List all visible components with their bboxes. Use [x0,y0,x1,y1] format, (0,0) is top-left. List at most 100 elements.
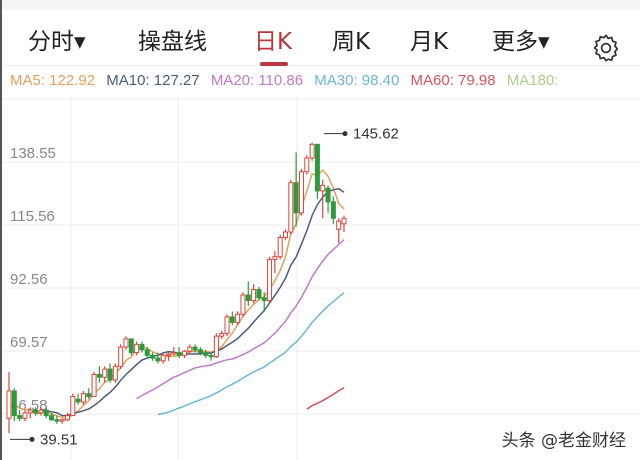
candle [336,218,342,243]
candle [341,215,347,233]
candle-body [261,297,267,302]
candle-body [187,346,193,352]
candle [235,311,241,326]
candle-body [208,354,214,358]
ma-legend: MA5: 122.92 MA10: 127.27 MA20: 110.86 MA… [10,72,565,89]
candle [298,168,304,216]
candle-body [38,409,44,414]
active-tab-indicator [260,62,288,66]
ma20-line [136,239,345,400]
candle-body [17,415,23,419]
candle [229,311,235,326]
candle-body [54,419,60,422]
candle-body [96,374,102,378]
candle [11,388,17,422]
candle [38,407,44,416]
candle-body [251,289,257,302]
candle-body [293,182,299,214]
tab-daily-k[interactable]: 日K [254,29,293,55]
ma180-value: MA180: [506,72,559,89]
candle-body [224,316,230,334]
candle-body [155,357,161,362]
min-price-label: 39.51 [40,431,78,448]
candle-body [267,258,273,302]
y-tick-label: 115.56 [10,208,55,225]
candle-body [325,187,331,203]
tab-weekly-k[interactable]: 周K [332,29,371,55]
candle-body [59,419,65,422]
candle [80,390,86,405]
min-marker-dot [29,436,35,442]
candle-body [197,349,203,354]
candle [197,347,203,356]
candle-body [298,171,304,214]
candle-body [86,393,92,397]
candle-body [219,332,225,337]
candle-body [314,143,320,192]
y-tick-label: 46.58 [10,397,48,414]
candle-body [43,409,49,417]
ma20-value: MA20: 110.86 [210,72,304,89]
tab-intraday[interactable]: 分时▾ [28,29,86,55]
candle [181,349,187,359]
ma60-value: MA60: 79.98 [410,72,496,89]
candle-body [181,350,187,356]
candlestick-chart[interactable]: 161.54 138.55 115.56 92.56 69.57 46.58 145.62 3… [2,96,640,460]
candle [176,347,182,359]
candle [267,256,273,304]
candle [245,281,251,307]
candle [288,179,294,235]
candle-body [240,294,246,315]
candle [166,352,172,361]
candle-body [256,289,262,299]
candle [171,347,177,356]
gear-icon[interactable] [590,32,622,64]
candle [139,341,145,353]
candle-body [64,415,70,421]
candle [112,363,118,383]
candle [224,314,230,337]
candle-body [6,390,12,419]
candle-body [203,352,209,356]
tab-monthly-k[interactable]: 月K [410,29,449,55]
candle-body [75,398,81,403]
candle-body [213,335,219,358]
candle-body [70,395,76,417]
candle-body [160,354,166,362]
candle [6,371,12,434]
candle [33,407,39,416]
candle-body [33,409,39,414]
candle-body [304,157,310,173]
tab-more[interactable]: 更多▾ [492,29,550,55]
candle [59,418,65,424]
candle [123,336,129,350]
candle [91,371,97,397]
candle [75,393,81,405]
candle-body [102,368,108,378]
candle [49,412,55,422]
candle-body [192,346,198,351]
candle [208,352,214,361]
candle-body [176,352,182,356]
candle-body [341,217,347,225]
candle-body [288,182,294,233]
candle [256,286,262,301]
candle [64,412,70,422]
candle-body [150,354,156,359]
candle [22,410,28,422]
candle-body [330,201,336,219]
max-marker-dot [342,131,348,137]
candle [192,344,198,353]
ma5-value: MA5: 122.92 [10,72,96,89]
candle-body [107,368,113,381]
candle [86,388,92,400]
candle-body [123,338,129,348]
tab-trading-line[interactable]: 操盘线 [138,29,207,55]
ma10-line [40,187,345,417]
candle-body [112,365,118,381]
candle-body [134,343,140,354]
candle-body [80,393,86,403]
status-strip [2,0,640,10]
candle-body [144,349,150,356]
candle-body [91,374,97,397]
